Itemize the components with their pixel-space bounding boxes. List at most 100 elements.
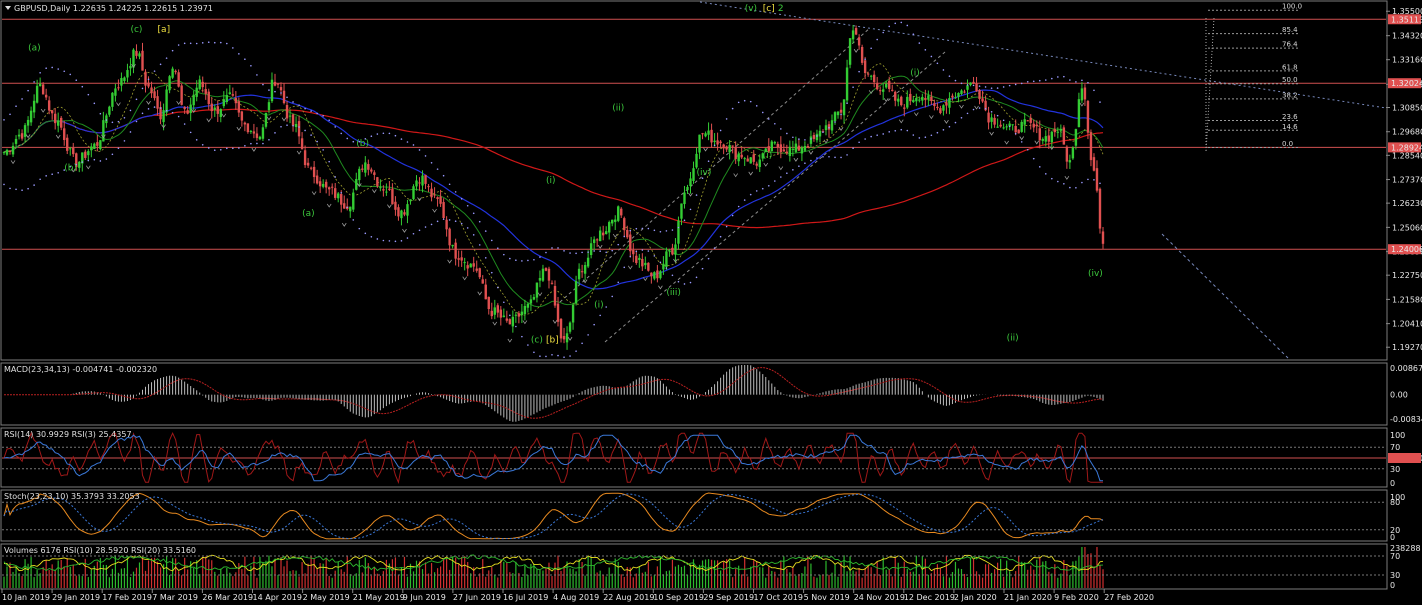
candle-body — [294, 124, 298, 128]
candle-body — [662, 263, 665, 270]
candle-body — [168, 76, 171, 91]
candle-body — [270, 79, 274, 102]
fractal-down-icon — [311, 191, 317, 196]
envelope-dot — [472, 212, 475, 215]
wave-label-13: (v) — [745, 4, 757, 14]
envelope-dot — [810, 159, 812, 162]
envelope-dot — [629, 229, 632, 232]
macd-panel[interactable] — [0, 362, 1388, 426]
candle-body — [803, 146, 807, 151]
envelope-dot — [159, 63, 162, 66]
candle-body — [499, 309, 503, 318]
envelope-dot — [822, 131, 824, 134]
candle-body — [225, 95, 229, 102]
envelope-dot — [466, 227, 469, 229]
stoch-panel[interactable] — [0, 489, 1388, 542]
candle-body — [891, 89, 894, 91]
envelope-dot — [695, 276, 698, 279]
envelope-dot — [1008, 84, 1011, 87]
candle-body — [63, 128, 66, 141]
envelope-dot — [858, 141, 860, 144]
envelope-dot — [665, 267, 668, 269]
candle-body — [942, 105, 945, 111]
candle-body — [1083, 87, 1087, 100]
fractal-down-icon — [1049, 146, 1055, 151]
candle-body — [800, 147, 804, 154]
candle-body — [903, 107, 906, 109]
triangle-down-icon[interactable] — [5, 6, 11, 10]
envelope-dot — [63, 70, 66, 73]
candle-body — [999, 124, 1002, 127]
fractal-down-icon — [432, 208, 437, 213]
candle-body — [427, 186, 430, 188]
envelope-dot — [798, 165, 800, 167]
candle-body — [1047, 135, 1051, 142]
candle-body — [84, 151, 87, 158]
fractal-down-icon — [131, 63, 136, 68]
candle-body — [481, 279, 484, 284]
envelope-dot — [864, 138, 866, 140]
envelope-dot — [171, 111, 174, 114]
candle-body — [897, 98, 900, 102]
candle-body — [216, 106, 219, 114]
candle-body — [460, 257, 463, 261]
candle-body — [291, 114, 295, 126]
envelope-dot — [894, 130, 897, 132]
candle-body — [87, 151, 90, 156]
candle-body — [692, 168, 695, 182]
envelope-dot — [478, 220, 481, 223]
fractal-down-icon — [703, 147, 708, 152]
envelope-dot — [33, 81, 35, 83]
envelope-dot — [671, 274, 674, 277]
envelope-dot — [105, 158, 108, 160]
candle-body — [99, 140, 102, 149]
fractal-down-icon — [883, 98, 889, 103]
envelope-dot — [719, 235, 722, 238]
candle-body — [836, 111, 840, 116]
candle-body — [159, 107, 162, 120]
envelope-dot — [641, 249, 644, 251]
envelope-dot — [1002, 86, 1005, 88]
candle-body — [198, 79, 201, 90]
candle-body — [975, 83, 978, 92]
time-axis-label-4: 26 Mar 2019 — [202, 593, 253, 602]
envelope-dot — [244, 58, 246, 61]
candle-body — [915, 98, 918, 102]
fractal-down-icon — [176, 100, 181, 105]
time-axis-label-10: 16 Jul 2019 — [503, 593, 548, 602]
envelope-dot — [201, 42, 204, 44]
envelope-dot — [755, 105, 758, 107]
envelope-dot — [490, 239, 493, 242]
fractal-down-icon — [116, 102, 121, 107]
fib-level-label-2: 76.4 — [1282, 41, 1298, 49]
envelope-dot — [382, 239, 385, 242]
price-tag-bg-0 — [1388, 14, 1421, 25]
time-axis-label-15: 17 Oct 2019 — [754, 593, 803, 602]
candle-body — [623, 218, 626, 231]
wave-label-7: (c) — [531, 335, 543, 345]
envelope-dot — [545, 251, 547, 254]
envelope-dot — [623, 235, 626, 238]
envelope-dot — [900, 21, 903, 24]
envelope-dot — [195, 139, 198, 141]
envelope-dot — [376, 238, 379, 240]
envelope-dot — [334, 176, 337, 178]
envelope-dot — [45, 175, 47, 177]
envelope-dot — [213, 149, 216, 152]
envelope-dot — [400, 240, 403, 242]
fractal-down-icon — [266, 116, 272, 121]
envelope-dot — [749, 193, 752, 196]
time-axis-label-21: 9 Feb 2020 — [1054, 593, 1099, 602]
candle-body — [409, 199, 412, 202]
candle-body — [608, 222, 611, 233]
envelope-dot — [117, 120, 120, 123]
price-axis-label-8: 1.26230 — [1392, 199, 1422, 208]
candle-body — [538, 277, 542, 281]
candle-body — [671, 247, 674, 255]
time-axis-label-3: 7 Mar 2019 — [152, 593, 198, 602]
envelope-dot — [33, 184, 35, 186]
envelope-dot — [623, 266, 626, 269]
candle-body — [710, 129, 713, 143]
envelope-dot — [948, 75, 951, 77]
